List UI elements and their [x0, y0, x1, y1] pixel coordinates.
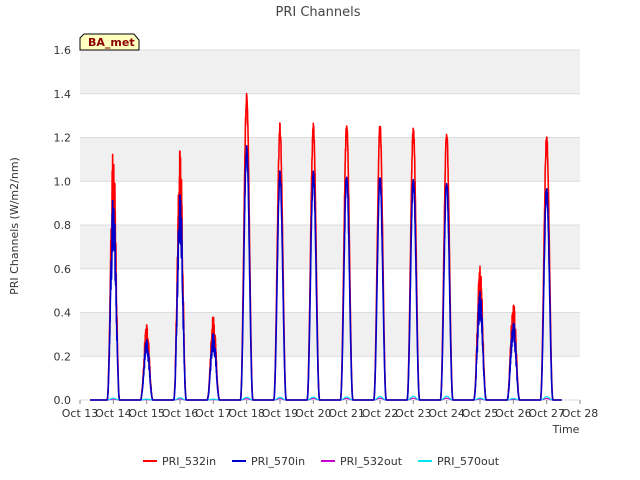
x-tick-label: Oct 26 [495, 407, 532, 420]
y-tick-label: 1.0 [54, 175, 72, 188]
x-tick-label: Oct 16 [162, 407, 199, 420]
x-tick-label: Oct 25 [462, 407, 499, 420]
y-axis-label: PRI Channels (W/m2/nm) [8, 157, 21, 295]
gridlines [80, 49, 580, 401]
x-tick-label: Oct 28 [562, 407, 599, 420]
legend-item-pri-532in: PRI_532in [143, 455, 216, 468]
y-tick-label: 1.6 [54, 44, 72, 57]
plot-bands [80, 50, 580, 357]
site-badge-label: BA_met [88, 36, 135, 49]
legend-label: PRI_532in [162, 455, 216, 468]
plot-band [80, 225, 580, 269]
series-line-pri-570in [89, 144, 563, 401]
legend-item-pri-570out: PRI_570out [418, 455, 500, 468]
site-badge: BA_met [79, 33, 140, 51]
x-tick-label: Oct 19 [262, 407, 299, 420]
plot-band [80, 312, 580, 357]
y-tick-label: 0.4 [54, 307, 72, 320]
legend: PRI_532in PRI_570in PRI_532out PRI_570out [143, 455, 500, 468]
x-tick-label: Oct 20 [295, 407, 332, 420]
x-tick-label: Oct 27 [528, 407, 565, 420]
x-tick-label: Oct 22 [362, 407, 399, 420]
y-tick-label: 1.2 [54, 132, 72, 145]
x-tick-label: Oct 21 [328, 407, 365, 420]
y-tick-label: 0.6 [54, 263, 72, 276]
x-tick-label: Oct 14 [95, 407, 132, 420]
legend-label: PRI_570in [251, 455, 305, 468]
y-tick-label: 1.4 [54, 88, 72, 101]
x-tick-label: Oct 13 [62, 407, 99, 420]
x-tick-label: Oct 23 [395, 407, 432, 420]
legend-label: PRI_532out [340, 455, 403, 468]
x-tick-label: Oct 24 [428, 407, 465, 420]
x-axis-label: Time [552, 423, 580, 436]
y-tick-label: 0.8 [54, 219, 72, 232]
series-lines [89, 92, 563, 401]
plot-band [80, 50, 580, 94]
x-tick-label: Oct 17 [195, 407, 232, 420]
plot-band [80, 137, 580, 182]
chart-title: PRI Channels [276, 5, 361, 20]
legend-item-pri-570in: PRI_570in [232, 455, 305, 468]
legend-item-pri-532out: PRI_532out [321, 455, 403, 468]
y-tick-label: 0.0 [54, 394, 72, 407]
y-axis-ticks: 0.0 0.2 0.4 0.6 0.8 1.0 1.2 1.4 1.6 [54, 44, 72, 407]
x-tick-label: Oct 15 [128, 407, 165, 420]
x-tick-label: Oct 18 [228, 407, 265, 420]
y-tick-label: 0.2 [54, 350, 72, 363]
legend-label: PRI_570out [437, 455, 500, 468]
